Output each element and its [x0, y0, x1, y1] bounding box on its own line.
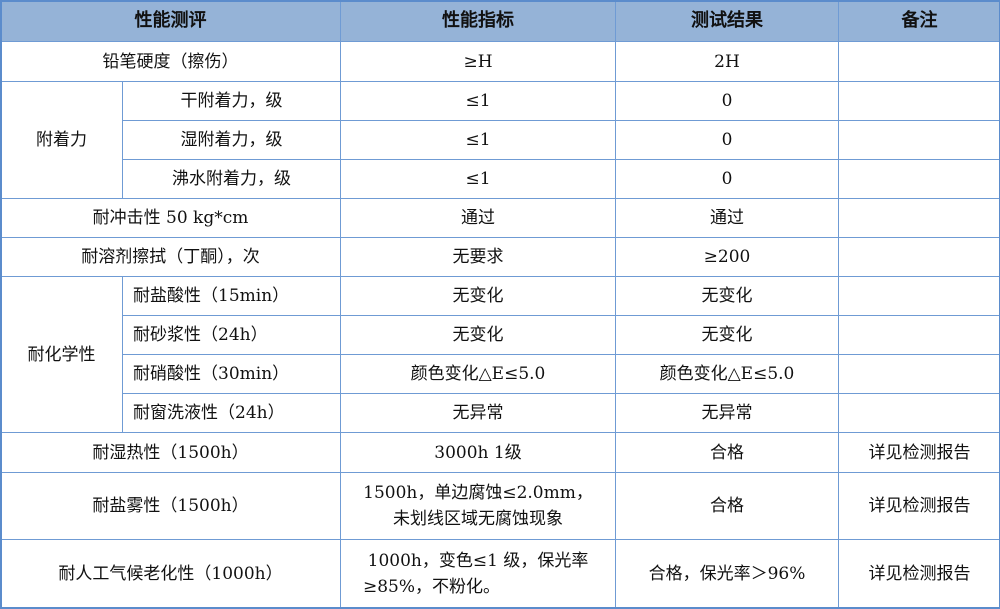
result-cell: 0 [615, 120, 839, 160]
spec-line: ≥85%，不粉化。 [363, 577, 501, 597]
spec-cell: 无要求 [340, 237, 616, 277]
spec-line: 1000h，变色≤1 级，保光率 [367, 551, 589, 571]
note-cell: 详见检测报告 [838, 472, 1000, 540]
spec-cell: ≤1 [340, 159, 616, 199]
spec-cell: 颜色变化△E≤5.0 [340, 354, 616, 394]
note-cell [838, 315, 1000, 355]
item-cell: 沸水附着力，级 [122, 159, 341, 199]
note-cell [838, 393, 1000, 433]
spec-cell: ≤1 [340, 81, 616, 121]
spec-cell: 1000h，变色≤1 级，保光率 ≥85%，不粉化。 [340, 539, 616, 609]
spec-cell: ≤1 [340, 120, 616, 160]
spec-cell: 无变化 [340, 276, 616, 316]
note-cell [838, 237, 1000, 277]
item-cell: 耐湿热性（1500h） [0, 432, 341, 473]
result-cell: 0 [615, 159, 839, 199]
item-cell: 铅笔硬度（擦伤） [0, 41, 341, 82]
table-row: 附着力 干附着力，级 ≤1 0 [0, 81, 1000, 199]
result-cell: 2H [615, 41, 839, 82]
table-row: 耐化学性 耐盐酸性（15min） 无变化 无变化 [0, 276, 1000, 433]
result-cell: 合格，保光率＞96% [615, 539, 839, 609]
result-cell: 合格 [615, 432, 839, 473]
spec-line: 未划线区域无腐蚀现象 [393, 509, 563, 529]
spec-cell: 无异常 [340, 393, 616, 433]
table-row: 耐冲击性 50 kg*cm 通过 通过 [0, 198, 1000, 238]
note-cell: 详见检测报告 [838, 432, 1000, 473]
result-cell: 无变化 [615, 315, 839, 355]
spec-cell: 无变化 [340, 315, 616, 355]
group-cell-adhesion: 附着力 [0, 81, 123, 199]
item-cell: 耐盐酸性（15min） [122, 276, 341, 316]
note-cell [838, 354, 1000, 394]
header-result: 测试结果 [615, 0, 839, 42]
table-row: 铅笔硬度（擦伤） ≥H 2H [0, 41, 1000, 82]
result-cell: 0 [615, 81, 839, 121]
header-spec: 性能指标 [340, 0, 616, 42]
item-cell: 干附着力，级 [122, 81, 341, 121]
item-cell: 耐冲击性 50 kg*cm [0, 198, 341, 238]
table-row: 耐窗洗液性（24h） 无异常 无异常 [1, 393, 1000, 433]
result-cell: 颜色变化△E≤5.0 [615, 354, 839, 394]
result-cell: 无异常 [615, 393, 839, 433]
note-cell [838, 159, 1000, 199]
result-cell: 通过 [615, 198, 839, 238]
note-cell: 详见检测报告 [838, 539, 1000, 609]
spec-cell: 通过 [340, 198, 616, 238]
item-cell: 耐砂浆性（24h） [122, 315, 341, 355]
result-cell: 合格 [615, 472, 839, 540]
note-cell [838, 198, 1000, 238]
note-cell [838, 120, 1000, 160]
item-cell: 耐人工气候老化性（1000h） [0, 539, 341, 609]
header-evaluation: 性能测评 [0, 0, 341, 42]
spec-cell: 3000h 1级 [340, 432, 616, 473]
item-cell: 耐溶剂擦拭（丁酮），次 [0, 237, 341, 277]
table-row: 湿附着力，级 ≤1 0 [1, 120, 1000, 160]
result-cell: 无变化 [615, 276, 839, 316]
table-row: 耐盐雾性（1500h） 1500h，单边腐蚀≤2.0mm， 未划线区域无腐蚀现象 … [0, 472, 1000, 540]
group-cell-chemical: 耐化学性 [0, 276, 123, 433]
spec-cell: 1500h，单边腐蚀≤2.0mm， 未划线区域无腐蚀现象 [340, 472, 616, 540]
table-row: 耐湿热性（1500h） 3000h 1级 合格 详见检测报告 [0, 432, 1000, 473]
header-row: 性能测评 性能指标 测试结果 备注 [0, 0, 1000, 42]
table-row: 耐人工气候老化性（1000h） 1000h，变色≤1 级，保光率 ≥85%，不粉化… [0, 539, 1000, 609]
header-note: 备注 [838, 0, 1000, 42]
spec-cell: ≥H [340, 41, 616, 82]
item-cell: 湿附着力，级 [122, 120, 341, 160]
result-cell: ≥200 [615, 237, 839, 277]
table-row: 沸水附着力，级 ≤1 0 [1, 159, 1000, 199]
spec-line: 1500h，单边腐蚀≤2.0mm， [363, 483, 593, 503]
table-row: 耐硝酸性（30min） 颜色变化△E≤5.0 颜色变化△E≤5.0 [1, 354, 1000, 394]
note-cell [838, 41, 1000, 82]
note-cell [838, 276, 1000, 316]
item-cell: 耐硝酸性（30min） [122, 354, 341, 394]
item-cell: 耐盐雾性（1500h） [0, 472, 341, 540]
table-row: 耐溶剂擦拭（丁酮），次 无要求 ≥200 [0, 237, 1000, 277]
table-row: 耐砂浆性（24h） 无变化 无变化 [1, 315, 1000, 355]
item-cell: 耐窗洗液性（24h） [122, 393, 341, 433]
note-cell [838, 81, 1000, 121]
